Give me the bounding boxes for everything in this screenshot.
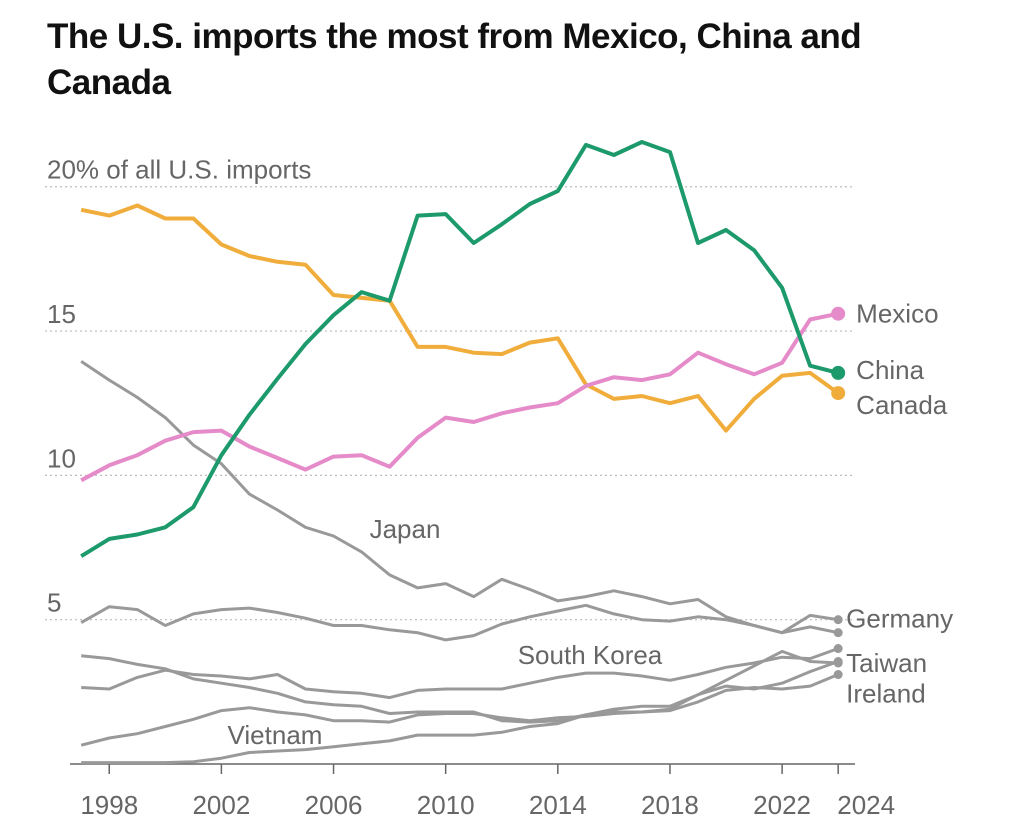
y-tick-label: 5 (47, 588, 61, 618)
series-label: South Korea (518, 640, 663, 670)
x-tick-label: 2010 (417, 790, 475, 820)
series-label: Japan (370, 514, 441, 544)
end-dot (833, 615, 843, 625)
x-tick-label: 2002 (192, 790, 250, 820)
series-line (80, 603, 839, 642)
series-label: Germany (846, 604, 953, 634)
end-dot (831, 306, 846, 321)
x-tick-label: 2014 (529, 790, 587, 820)
series-label: Canada (856, 390, 948, 420)
y-tick-label: 20% of all U.S. imports (47, 155, 311, 185)
x-tick-label: 2024 (837, 790, 895, 820)
y-tick-label: 10 (47, 443, 76, 473)
series-label: Ireland (846, 679, 926, 709)
x-tick-label: 2006 (305, 790, 363, 820)
series-line (81, 660, 839, 765)
series-label: Vietnam (228, 720, 323, 750)
end-dot (833, 644, 843, 654)
series-line (80, 673, 839, 747)
series-label: Taiwan (846, 648, 927, 678)
end-dot (831, 365, 846, 380)
series-line (80, 203, 840, 433)
end-dot (833, 657, 843, 667)
series-line (81, 647, 839, 700)
end-dot (833, 670, 843, 680)
x-tick-label: 1998 (80, 790, 138, 820)
series-line (80, 311, 839, 483)
series-label: China (856, 355, 924, 385)
y-tick-label: 15 (47, 299, 76, 329)
series-line (80, 140, 839, 558)
series-label: Mexico (856, 299, 938, 329)
end-dot (831, 386, 846, 401)
series-line (80, 360, 839, 635)
x-tick-label: 2018 (641, 790, 699, 820)
end-dot (833, 628, 843, 638)
chart-title: The U.S. imports the most from Mexico, C… (47, 17, 862, 102)
x-tick-label: 2022 (753, 790, 811, 820)
